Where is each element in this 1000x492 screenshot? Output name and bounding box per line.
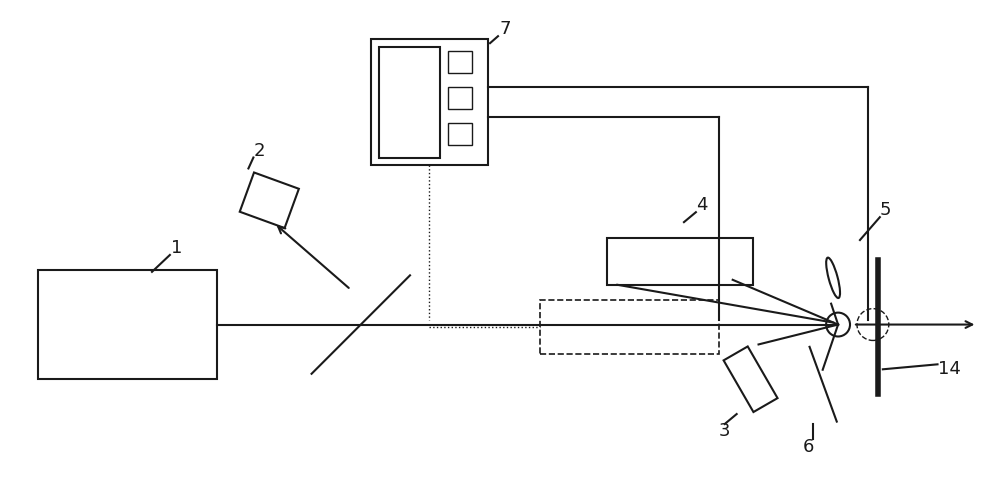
Bar	[540, 300, 719, 354]
Text: 7: 7	[499, 20, 511, 38]
Text: 14: 14	[938, 360, 961, 378]
Text: 3: 3	[719, 422, 730, 440]
Bar	[448, 87, 472, 109]
Bar	[371, 39, 488, 165]
Bar	[38, 270, 217, 379]
Bar	[379, 47, 440, 157]
Text: 2: 2	[254, 142, 265, 159]
Text: 4: 4	[696, 196, 708, 214]
Bar	[448, 123, 472, 145]
Bar	[448, 51, 472, 73]
Text: 5: 5	[880, 201, 892, 219]
Text: 1: 1	[171, 239, 183, 257]
Bar	[607, 238, 753, 285]
Text: 6: 6	[803, 438, 814, 456]
